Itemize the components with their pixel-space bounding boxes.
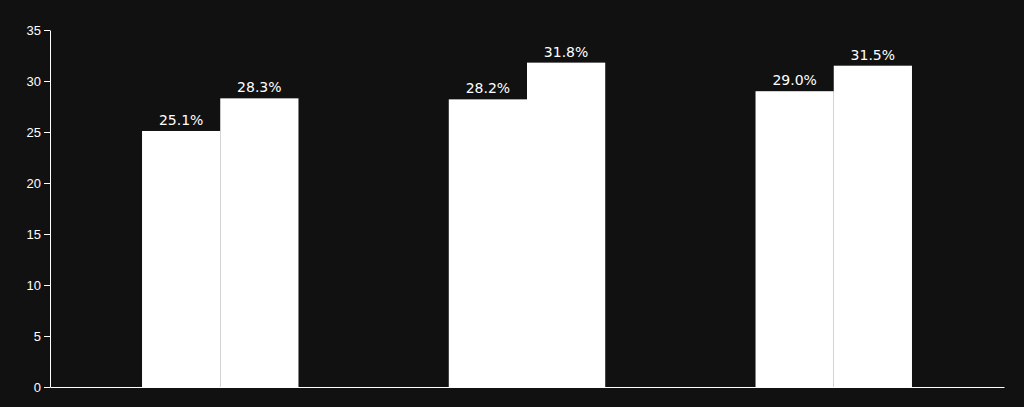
bar xyxy=(449,99,527,387)
tick-label: 25 xyxy=(27,125,41,140)
tick-mark xyxy=(44,183,50,184)
tick: 25 xyxy=(27,125,50,140)
y-axis: 0 5 10 15 20 25 30 35 xyxy=(27,23,51,395)
tick-mark xyxy=(44,132,50,133)
tick-label: 30 xyxy=(27,74,41,89)
tick-label: 5 xyxy=(34,329,41,344)
tick-mark xyxy=(44,336,50,337)
tick-mark xyxy=(44,81,50,82)
data-labels: 25.1% 28.2% 29.0% 28.3% 31.8% 31.5% xyxy=(159,44,895,128)
tick: 10 xyxy=(27,278,50,293)
axis-line xyxy=(51,387,1005,388)
tick: 15 xyxy=(27,227,50,242)
data-label: 31.5% xyxy=(851,47,895,63)
data-label: 28.3% xyxy=(237,79,281,95)
tick-label: 20 xyxy=(27,176,41,191)
tick-label: 15 xyxy=(27,227,41,242)
tick-mark xyxy=(44,387,50,388)
tick-label: 0 xyxy=(34,380,41,395)
tick-mark xyxy=(44,285,50,286)
tick-label: 35 xyxy=(27,23,41,38)
bar xyxy=(756,91,834,387)
tick: 0 xyxy=(34,380,50,395)
tick: 5 xyxy=(34,329,50,344)
tick-mark xyxy=(44,234,50,235)
tick: 20 xyxy=(27,176,50,191)
bars xyxy=(142,63,912,387)
axis-line xyxy=(50,31,51,388)
tick-label: 10 xyxy=(27,278,41,293)
plot: 25.1% 28.2% 29.0% 28.3% 31.8% 31.5% 0 5 10 15 20 25… xyxy=(27,23,1005,395)
data-label: 31.8% xyxy=(544,44,588,60)
data-label: 28.2% xyxy=(466,80,510,96)
x-axis xyxy=(51,387,1005,389)
tick-mark xyxy=(44,30,50,31)
tick: 35 xyxy=(27,23,50,38)
data-label: 25.1% xyxy=(159,112,203,128)
bar xyxy=(142,131,220,387)
data-label: 29.0% xyxy=(772,72,816,88)
tick: 30 xyxy=(27,74,50,89)
bar xyxy=(834,66,912,387)
bar xyxy=(220,98,298,387)
bar xyxy=(527,63,605,387)
chart: 25.1% 28.2% 29.0% 28.3% 31.8% 31.5% 0 5 10 15 20 25… xyxy=(0,0,1024,407)
